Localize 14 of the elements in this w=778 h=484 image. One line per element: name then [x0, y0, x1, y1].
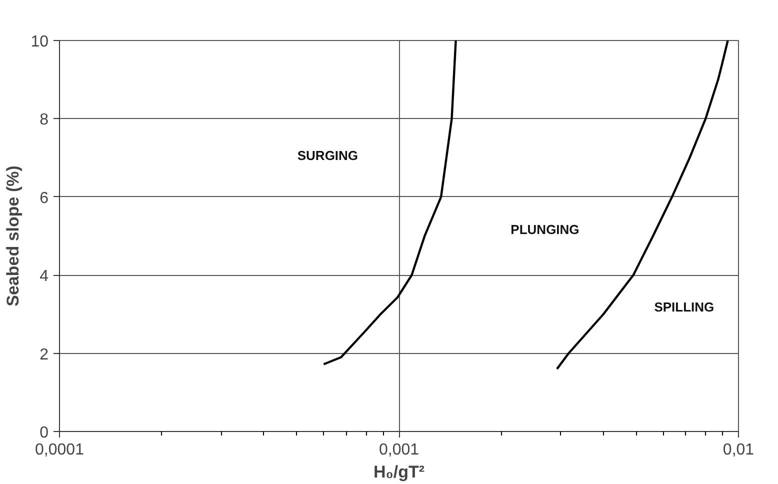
y-tick-label: 6 — [40, 190, 49, 207]
y-axis-title: Seabed slope (%) — [4, 166, 23, 306]
x-tick-label: 0,001 — [378, 442, 420, 458]
annotation: SPILLING — [654, 300, 714, 315]
y-tick-label: 10 — [30, 34, 49, 50]
y-tick-label: 0 — [40, 424, 49, 442]
annotation: SURGING — [297, 148, 358, 163]
x-axis-title: H₀/gT² — [373, 462, 425, 482]
y-tick-label: 8 — [40, 112, 49, 129]
x-tick-label: 0,01 — [722, 442, 754, 458]
annotation: PLUNGING — [510, 222, 580, 238]
y-tick-label: 4 — [40, 268, 49, 286]
y-tick-label: 2 — [40, 346, 49, 364]
x-tick-label: 0,0001 — [35, 442, 84, 458]
